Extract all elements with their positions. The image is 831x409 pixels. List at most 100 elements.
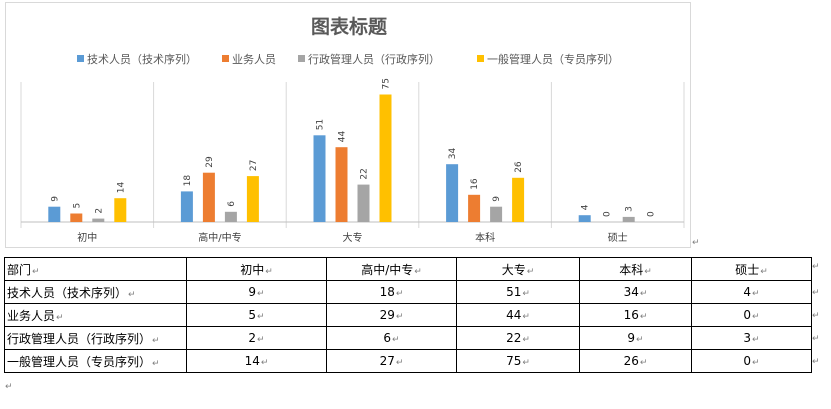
paragraph-mark: ↵ <box>752 312 760 322</box>
cell-text: 14 <box>244 354 260 368</box>
cell-text: 3 <box>743 331 752 345</box>
cell-text: 大专 <box>501 262 526 277</box>
cell-text: 行政管理人员（行政序列） <box>7 331 152 346</box>
data-label: 75 <box>382 78 392 89</box>
bar <box>180 191 193 222</box>
cell-text: 9 <box>248 285 257 299</box>
data-label: 51 <box>316 119 326 130</box>
chart-area: 图表标题 技术人员（技术序列） 业务人员 行政管理人员（行政序列） 一般管理人员（专员序… <box>5 2 691 248</box>
cell-text: 业务人员 <box>7 308 56 323</box>
table-cell: 9↵ <box>186 280 327 304</box>
cell-text: 高中/中专 <box>361 262 414 277</box>
cell-text: 0 <box>743 308 752 322</box>
paragraph-mark: ↵ <box>522 358 530 368</box>
bar <box>246 176 259 222</box>
table-cell: 0↵ <box>691 349 812 373</box>
cell-text: 技术人员（技术序列） <box>7 285 128 300</box>
bar <box>114 198 127 222</box>
paragraph-mark: ↵ <box>636 335 644 345</box>
table-cell: 22↵ <box>456 326 580 350</box>
bar <box>468 194 481 222</box>
cell-text: 硕士 <box>735 262 760 277</box>
table-row: 一般管理人员（专员序列）↵ 14↵ 27↵ 75↵ 26↵ 0↵ <box>4 349 812 373</box>
legend-swatch <box>477 55 484 62</box>
data-label: 34 <box>448 147 458 159</box>
paragraph-mark: ↵ <box>752 335 760 345</box>
bar <box>379 94 392 222</box>
chart-title: 图表标题 <box>311 15 387 38</box>
bar <box>313 135 326 222</box>
data-label: 3 <box>625 206 635 212</box>
table-row: 行政管理人员（行政序列）↵ 2↵ 6↵ 22↵ 9↵ 3↵ <box>4 326 812 350</box>
cell-text: 51 <box>506 285 522 299</box>
paragraph-mark: ↵ <box>414 266 422 277</box>
data-label: 16 <box>470 178 480 190</box>
x-tick-label: 大专 <box>343 231 363 244</box>
cell-text: 4 <box>743 285 752 299</box>
data-label: 14 <box>116 181 126 193</box>
table-cell: 34↵ <box>579 280 692 304</box>
bar <box>446 164 459 222</box>
bar <box>622 216 635 222</box>
paragraph-mark: ↵ <box>152 358 160 369</box>
cell-text: 22 <box>506 331 522 345</box>
paragraph-mark: ↵ <box>639 312 648 322</box>
bar <box>490 206 503 222</box>
table-header-row: 部门↵ 初中↵ 高中/中专↵ 大专↵ 本科↵ 硕士↵ <box>4 257 812 281</box>
table-cell: 44↵ <box>456 303 580 327</box>
row-label-cell: 业务人员↵ <box>4 303 187 327</box>
x-tick-label: 高中/中专 <box>198 231 241 244</box>
table-cell: 75↵ <box>456 349 580 373</box>
legend-swatch <box>222 55 229 62</box>
paragraph-mark: ↵ <box>692 238 700 248</box>
table-cell: 4↵ <box>691 280 812 304</box>
legend-label: 行政管理人员（行政序列） <box>308 52 440 66</box>
bar <box>512 177 525 222</box>
cell-text: 本科 <box>619 262 644 277</box>
paragraph-mark: ↵ <box>265 266 273 277</box>
paragraph-mark: ↵ <box>260 358 269 368</box>
bar <box>202 172 215 222</box>
cell-text: 26 <box>623 354 639 368</box>
cell-text: 部门 <box>7 262 32 277</box>
row-label-cell: 行政管理人员（行政序列）↵ <box>4 326 187 350</box>
table-cell: 16↵ <box>579 303 692 327</box>
table-cell: 51↵ <box>456 280 580 304</box>
data-label: 9 <box>492 196 502 202</box>
x-tick-label: 硕士 <box>608 231 628 244</box>
data-label: 22 <box>360 168 370 179</box>
paragraph-mark: ↵ <box>760 266 768 277</box>
table-cell: 本科↵ <box>579 257 692 281</box>
table-cell: 29↵ <box>326 303 457 327</box>
table-cell: 3↵ <box>691 326 812 350</box>
paragraph-mark: ↵ <box>257 312 265 322</box>
table-cell: 0↵ <box>691 303 812 327</box>
table-cell: 6↵ <box>326 326 457 350</box>
paragraph-mark: ↵ <box>56 312 64 323</box>
cell-text: 44 <box>506 308 522 322</box>
bar <box>92 218 105 222</box>
table-cell: 5↵ <box>186 303 327 327</box>
legend-label: 技术人员（技术序列） <box>87 52 197 66</box>
cell-text: 29 <box>379 308 395 322</box>
paragraph-mark: ↵ <box>522 335 530 345</box>
table-cell: 26↵ <box>579 349 692 373</box>
paragraph-mark: ↵ <box>812 288 820 298</box>
paragraph-mark: ↵ <box>812 262 820 272</box>
bar <box>335 147 348 222</box>
cell-text: 6 <box>383 331 392 345</box>
bar <box>357 184 370 222</box>
cell-text: 0 <box>743 354 752 368</box>
cell-text: 18 <box>379 285 395 299</box>
paragraph-mark: ↵ <box>152 335 160 346</box>
table-cell: 硕士↵ <box>691 257 812 281</box>
data-label: 18 <box>183 175 193 187</box>
x-tick-label: 本科 <box>475 231 495 244</box>
table-cell: 高中/中专↵ <box>326 257 457 281</box>
row-label-cell: 部门↵ <box>4 257 187 281</box>
paragraph-mark: ↵ <box>812 334 820 344</box>
paragraph-mark: ↵ <box>395 312 404 322</box>
table-cell: 2↵ <box>186 326 327 350</box>
bar <box>578 215 591 222</box>
